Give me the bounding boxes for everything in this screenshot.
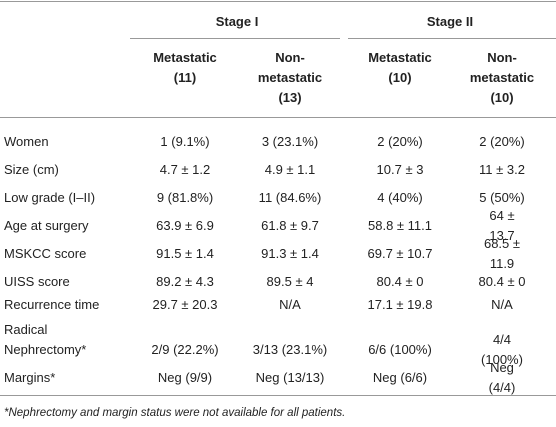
cell: 10.7 ± 3: [376, 162, 424, 177]
row-label: Size (cm): [4, 162, 59, 177]
header-rule: [0, 117, 556, 118]
cell: 29.7 ± 20.3: [152, 297, 218, 312]
row-label: MSKCC score: [4, 246, 87, 261]
cell: 3/13 (23.1%): [252, 342, 328, 357]
cell: 64 ± 13.7: [489, 208, 515, 243]
cell: 11 ± 3.2: [479, 162, 525, 177]
stage-header: Stage I: [215, 14, 259, 29]
cell: 4.7 ± 1.2: [159, 162, 211, 177]
cell: Neg (6/6): [372, 370, 428, 385]
cell: 6/6 (100%): [368, 342, 432, 357]
cell: 58.8 ± 11.1: [368, 218, 432, 233]
cell: 4 (40%): [377, 190, 423, 205]
cell: Neg (9/9): [157, 370, 213, 385]
cell: 4.9 ± 1.1: [264, 162, 316, 177]
cell: 2/9 (22.2%): [151, 342, 219, 357]
cell: 17.1 ± 19.8: [367, 297, 433, 312]
cell: 2 (20%): [479, 134, 525, 149]
cell: 89.2 ± 4.3: [156, 274, 214, 289]
cell: 80.4 ± 0: [376, 274, 424, 289]
column-header: Non- metastatic (13): [257, 50, 323, 105]
footnote: *Nephrectomy and margin status were not …: [4, 407, 346, 419]
row-label: Recurrence time: [4, 297, 100, 312]
cell: 69.7 ± 10.7: [367, 246, 433, 261]
cell: 11 (84.6%): [258, 190, 322, 205]
cell: Neg (13/13): [255, 370, 325, 385]
column-header: Metastatic (11): [153, 50, 217, 85]
group-rule: [348, 38, 556, 39]
cell: 89.5 ± 4: [266, 274, 314, 289]
row-label: UISS score: [4, 274, 70, 289]
cell: Neg (4/4): [488, 360, 516, 395]
cell: 1 (9.1%): [160, 134, 210, 149]
cell: 63.9 ± 6.9: [156, 218, 214, 233]
cell: N/A: [491, 297, 513, 312]
bottom-rule: [0, 395, 556, 396]
cell: 4/4 (100%): [481, 332, 523, 367]
row-label: Women: [4, 134, 49, 149]
cell: 61.8 ± 9.7: [261, 218, 319, 233]
cell: 2 (20%): [377, 134, 423, 149]
stage-header: Stage II: [426, 14, 474, 29]
cell: N/A: [279, 297, 301, 312]
cell: 5 (50%): [479, 190, 525, 205]
row-label: Radical Nephrectomy*: [4, 322, 87, 357]
row-label: Age at surgery: [4, 218, 89, 233]
cell: 91.5 ± 1.4: [156, 246, 214, 261]
column-header: Metastatic (10): [368, 50, 432, 85]
cell: 3 (23.1%): [261, 134, 319, 149]
cell: 9 (81.8%): [156, 190, 214, 205]
row-label: Margins*: [4, 370, 56, 385]
row-label: Low grade (I–II): [4, 190, 96, 205]
group-rule: [130, 38, 340, 39]
column-header: Non- metastatic (10): [469, 50, 535, 105]
top-rule: [0, 1, 556, 2]
cell: 68.5 ± 11.9: [483, 236, 521, 271]
cell: 80.4 ± 0: [478, 274, 526, 289]
cell: 91.3 ± 1.4: [261, 246, 319, 261]
